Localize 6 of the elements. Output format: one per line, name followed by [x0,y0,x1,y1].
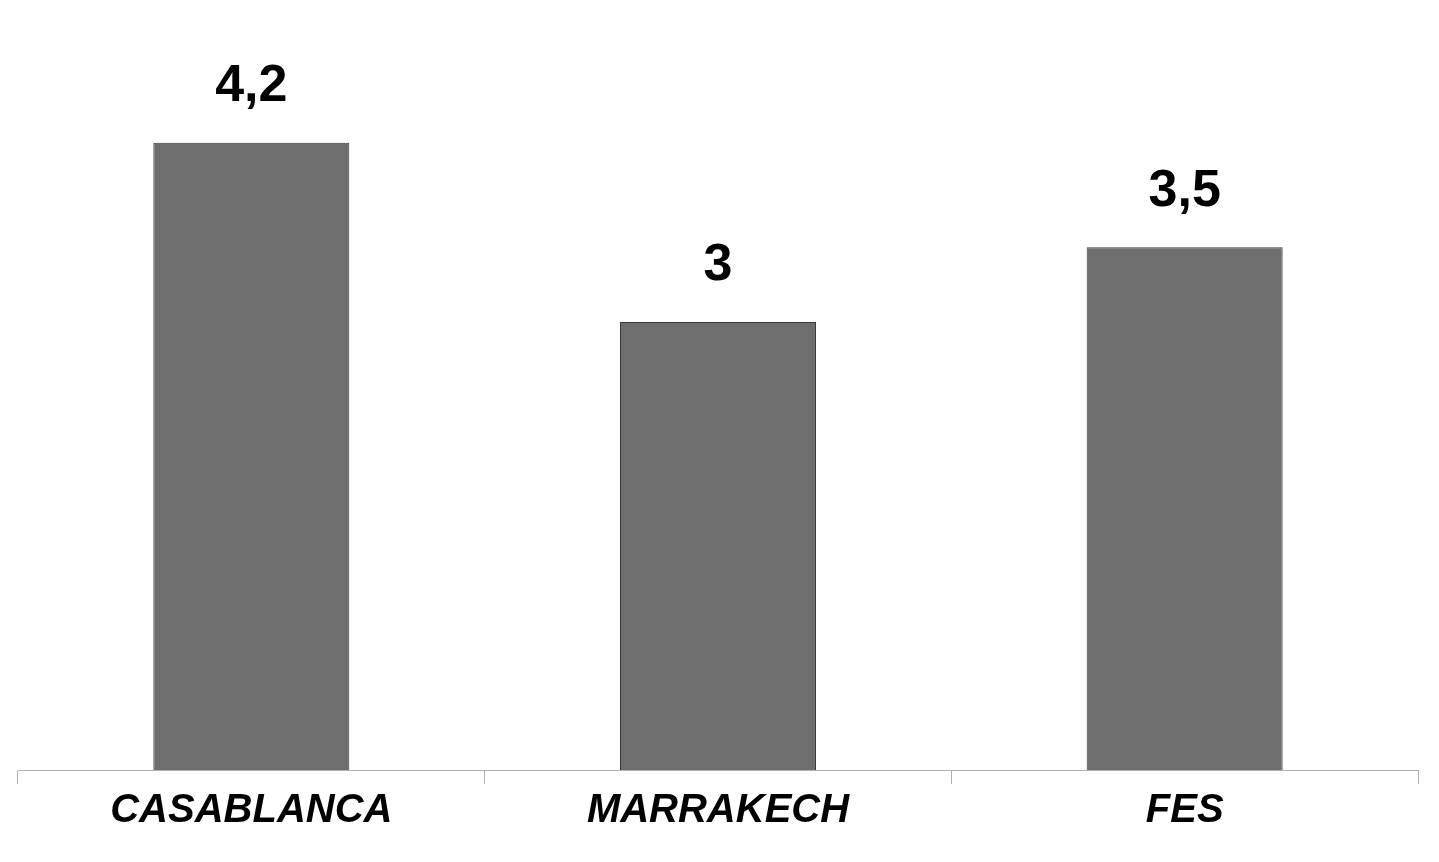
x-tick-label: FES [1145,786,1224,831]
x-tick-label: MARRAKECH [586,786,851,831]
x-tick-label: CASABLANCA [110,786,393,831]
data-label: 3,5 [1148,158,1221,217]
data-label: 3 [703,233,733,292]
data-label: 4,2 [215,54,288,113]
